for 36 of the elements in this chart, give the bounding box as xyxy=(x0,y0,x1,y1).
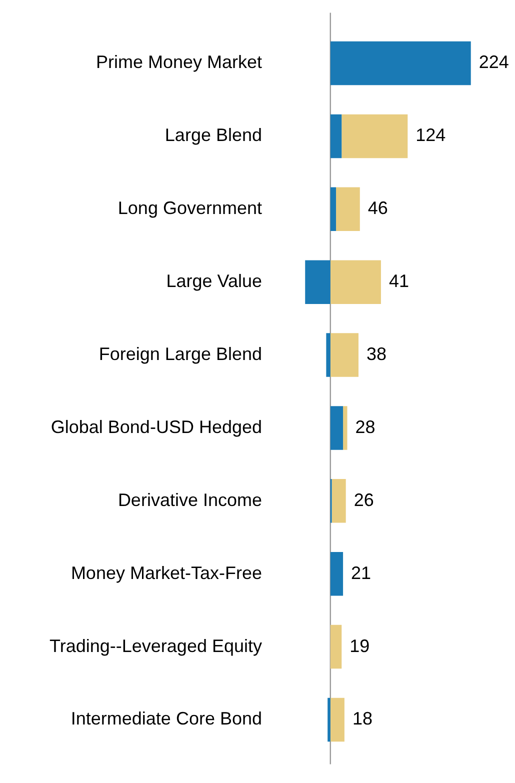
annotation: 124 xyxy=(416,125,446,146)
bar xyxy=(330,698,344,742)
annotation: 41 xyxy=(388,271,409,292)
annotation: 26 xyxy=(354,490,374,510)
bar xyxy=(330,260,381,304)
y-tick-label: Global Bond-USD Hedged xyxy=(50,416,262,437)
bar xyxy=(330,41,471,86)
bar xyxy=(330,406,344,450)
bar xyxy=(305,260,330,304)
bar xyxy=(330,114,342,158)
y-tick-label: Foreign Large Blend xyxy=(98,344,262,364)
bar xyxy=(328,698,330,742)
annotation: 18 xyxy=(352,708,372,729)
bar xyxy=(332,479,346,523)
y-tick-label: Derivative Income xyxy=(118,490,262,510)
bar xyxy=(330,552,344,596)
y-tick-label: Intermediate Core Bond xyxy=(70,708,262,729)
bar xyxy=(330,624,342,669)
bar xyxy=(343,406,348,450)
annotation: 46 xyxy=(368,198,388,218)
bar xyxy=(342,114,408,158)
annotation: 38 xyxy=(366,344,387,364)
y-tick-label: Trading--Leveraged Equity xyxy=(50,636,262,656)
annotation: 28 xyxy=(355,416,376,437)
bar xyxy=(326,333,330,377)
y-tick-label: Long Government xyxy=(118,198,262,218)
y-tick-label: Prime Money Market xyxy=(96,52,262,72)
bar xyxy=(330,333,358,377)
bar xyxy=(330,187,336,232)
annotation: 21 xyxy=(351,562,372,583)
y-tick-label: Money Market-Tax-Free xyxy=(70,562,262,583)
bar xyxy=(336,187,360,232)
text: 224 xyxy=(478,52,509,72)
y-tick-label: Large Value xyxy=(166,271,262,292)
y-tick-label: Large Blend xyxy=(164,125,262,146)
annotation: 19 xyxy=(350,636,370,656)
